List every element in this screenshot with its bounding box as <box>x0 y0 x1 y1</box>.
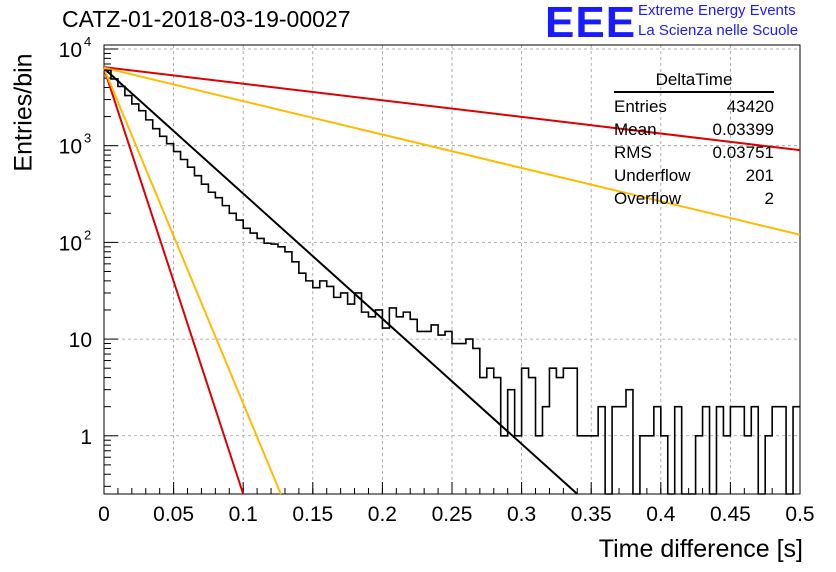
y-tick-exponent: 4 <box>84 34 91 49</box>
x-tick-label: 0.15 <box>292 503 333 526</box>
stats-label: Overflow <box>614 189 682 208</box>
fit-line <box>103 68 282 495</box>
x-tick-label: 0.05 <box>153 503 194 526</box>
stats-box: DeltaTime Entries 43420 Mean 0.03399 RMS 0.… <box>614 70 774 210</box>
x-tick-label: 0.35 <box>571 503 612 526</box>
fit-line <box>103 67 578 495</box>
y-tick-exponent: 2 <box>84 227 91 242</box>
y-tick-label: 10 <box>59 232 82 255</box>
y-tick-label: 10 <box>69 329 92 352</box>
y-axis-label: Entries/bin <box>9 53 38 172</box>
fit-line <box>103 66 801 236</box>
chart-title: CATZ-01-2018-03-19-00027 <box>62 6 351 32</box>
x-tick-label: 0.1 <box>229 503 258 526</box>
stats-value: 201 <box>745 166 774 185</box>
stats-row: Mean 0.03399 <box>614 118 774 141</box>
stats-row: Entries 43420 <box>614 95 774 118</box>
y-tick-label: 1 <box>80 426 92 449</box>
stats-row: RMS 0.03751 <box>614 141 774 164</box>
fit-line <box>103 66 801 152</box>
stats-value: 43420 <box>726 97 774 116</box>
logo-line-2: La Scienza nelle Scuole <box>638 22 799 39</box>
x-tick-label: 0.4 <box>646 503 676 526</box>
stats-value: 0.03751 <box>712 143 774 162</box>
logo-line-1: Extreme Energy Events <box>638 2 796 19</box>
x-tick-label: 0 <box>98 503 110 526</box>
stats-label: RMS <box>614 143 652 162</box>
stats-label: Mean <box>614 120 657 139</box>
x-axis-label: Time difference [s] <box>598 535 803 563</box>
x-tick-label: 0.45 <box>710 503 751 526</box>
x-tick-label: 0.3 <box>507 503 536 526</box>
stats-row: Overflow 2 <box>614 187 774 210</box>
eee-logo-mark: EEE <box>545 0 637 47</box>
y-tick-label: 10 <box>59 39 82 62</box>
stats-value: 0.03399 <box>712 120 774 139</box>
histogram-step <box>104 69 800 495</box>
stats-value: 2 <box>764 189 774 208</box>
y-tick-exponent: 3 <box>84 131 91 146</box>
y-tick-label: 10 <box>59 136 82 159</box>
fit-line <box>103 68 245 495</box>
x-tick-label: 0.5 <box>785 503 814 526</box>
stats-title: DeltaTime <box>614 70 774 93</box>
stats-label: Entries <box>614 97 667 116</box>
x-tick-label: 0.2 <box>368 503 397 526</box>
stats-label: Underflow <box>614 166 691 185</box>
stats-row: Underflow 201 <box>614 164 774 187</box>
x-tick-label: 0.25 <box>432 503 473 526</box>
